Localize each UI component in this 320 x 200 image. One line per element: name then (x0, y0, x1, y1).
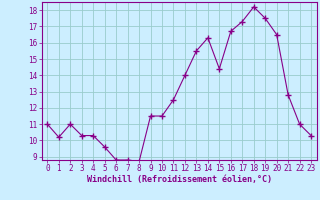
X-axis label: Windchill (Refroidissement éolien,°C): Windchill (Refroidissement éolien,°C) (87, 175, 272, 184)
